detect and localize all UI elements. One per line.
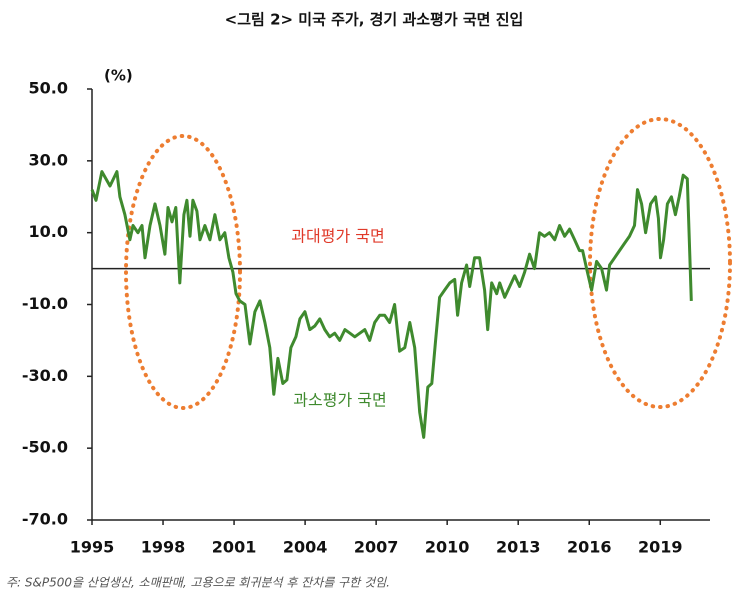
annotation: 과대평가 국면 bbox=[291, 227, 384, 246]
highlight-ellipse bbox=[588, 117, 732, 409]
y-tick-label: -70.0 bbox=[22, 510, 68, 529]
x-tick-label: 1998 bbox=[141, 538, 186, 557]
x-tick-label: 1995 bbox=[70, 538, 115, 557]
y-unit: (%) bbox=[104, 67, 133, 85]
note: 주: S&P500을 산업생산, 소매판매, 고용으로 회귀분석 후 잔차를 구… bbox=[6, 576, 390, 590]
x-tick-label: 2004 bbox=[283, 538, 328, 557]
chart-title: <그림 2> 미국 주가, 경기 과소평가 국면 진입 bbox=[225, 11, 524, 29]
y-tick-label: -30.0 bbox=[22, 366, 68, 385]
x-tick-label: 2013 bbox=[496, 538, 541, 557]
y-tick-label: 10.0 bbox=[29, 222, 68, 241]
y-tick-label: -50.0 bbox=[22, 438, 68, 457]
y-tick-label: 30.0 bbox=[29, 150, 68, 169]
x-tick-label: 2001 bbox=[212, 538, 257, 557]
data-line bbox=[90, 170, 693, 439]
x-tick-label: 2019 bbox=[638, 538, 683, 557]
highlight-ellipse bbox=[124, 134, 242, 410]
y-tick-label: 50.0 bbox=[29, 79, 68, 98]
x-tick-label: 2007 bbox=[354, 538, 399, 557]
y-tick-label: -10.0 bbox=[22, 294, 68, 313]
annotation: 과소평가 국면 bbox=[293, 391, 386, 410]
x-tick-label: 2010 bbox=[425, 538, 470, 557]
x-tick-label: 2016 bbox=[567, 538, 612, 557]
